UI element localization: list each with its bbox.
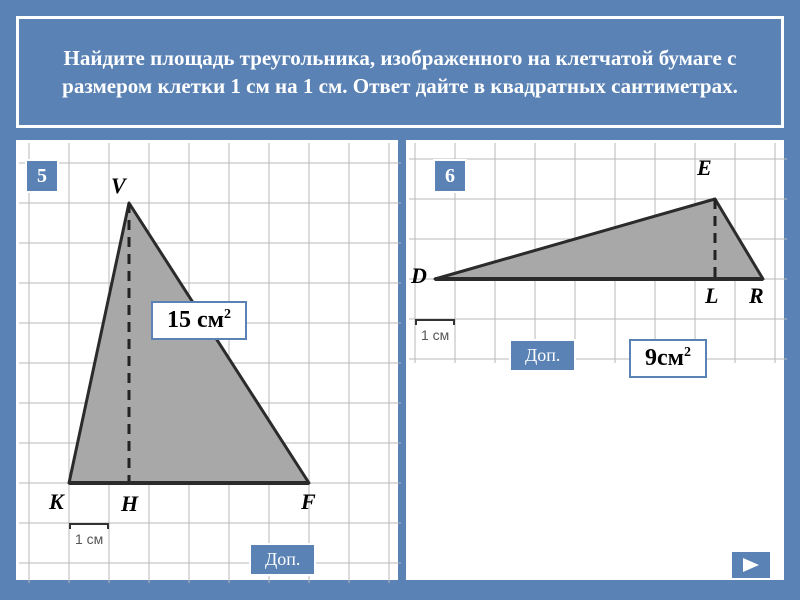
problem5-grid-svg xyxy=(19,143,401,583)
vertex-label-V: V xyxy=(111,173,126,199)
problem5-number: 5 xyxy=(37,165,47,188)
problem6-answer: 9см2 xyxy=(629,339,707,378)
problem5-number-badge: 5 xyxy=(25,159,59,193)
problem6-scale-label: 1 см xyxy=(421,327,449,343)
vertex-label-K: K xyxy=(49,489,64,515)
next-button[interactable] xyxy=(730,550,772,580)
problem6-panel: 6 E D L R 9см2 1 см Доп. xyxy=(406,140,784,580)
vertex-label-E: E xyxy=(697,155,712,181)
question-header: Найдите площадь треугольника, изображенн… xyxy=(16,16,784,128)
play-icon xyxy=(741,556,761,574)
problem6-scale-tick xyxy=(415,319,455,325)
vertex-label-H: H xyxy=(121,491,138,517)
problem5-scale-label: 1 см xyxy=(75,531,103,547)
vertex-label-D: D xyxy=(411,263,427,289)
problem5-panel: 5 V K F H 15 см2 1 см Доп. xyxy=(16,140,398,580)
question-text: Найдите площадь треугольника, изображенн… xyxy=(39,44,761,101)
problem6-number-badge: 6 xyxy=(433,159,467,193)
problem6-dop-button[interactable]: Доп. xyxy=(509,339,576,372)
problem5-dop-button[interactable]: Доп. xyxy=(249,543,316,576)
problem5-answer: 15 см2 xyxy=(151,301,247,340)
vertex-label-R: R xyxy=(749,283,764,309)
vertex-label-L: L xyxy=(705,283,718,309)
problem5-scale-tick xyxy=(69,523,109,529)
problem6-number: 6 xyxy=(445,165,455,188)
vertex-label-F: F xyxy=(301,489,316,515)
